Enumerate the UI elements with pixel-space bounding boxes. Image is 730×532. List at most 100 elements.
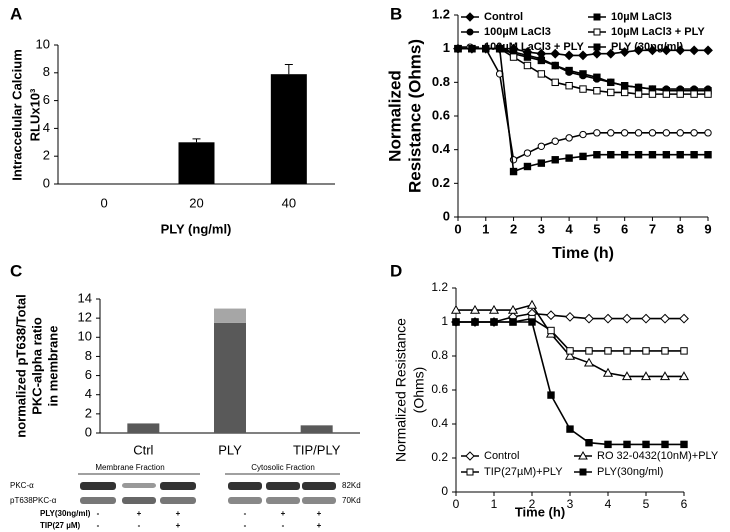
- y-tick-label: 12: [78, 310, 92, 325]
- marker: [468, 44, 476, 53]
- marker: [621, 371, 633, 381]
- marker: [547, 326, 555, 335]
- y-tick-label: 8: [43, 64, 50, 79]
- marker: [604, 347, 612, 355]
- series-line: [456, 317, 684, 352]
- bar: [178, 142, 215, 184]
- y-tick-label: 2: [43, 148, 50, 163]
- y-tick-label: 0.2: [432, 175, 450, 190]
- y-axis-label: Intraccelular Calcium: [9, 49, 24, 181]
- blot-label: PLY(30ng/ml): [40, 509, 91, 518]
- blot-sign: -: [138, 521, 141, 530]
- marker: [564, 50, 575, 61]
- x-tick-label: 0: [454, 221, 461, 236]
- panel-label: B: [390, 4, 402, 23]
- blot-sign: -: [244, 521, 247, 530]
- marker: [523, 149, 532, 157]
- marker: [450, 304, 462, 314]
- marker: [648, 129, 657, 137]
- bar-segment: [300, 425, 333, 433]
- blot-label: Membrane Fraction: [95, 463, 164, 472]
- x-tick-label: PLY: [218, 442, 242, 457]
- x-tick-label: 2: [510, 221, 517, 236]
- blot-sign: +: [176, 521, 181, 530]
- band: [160, 482, 196, 490]
- band: [266, 497, 300, 504]
- marker: [607, 129, 615, 137]
- y-tick-label: 10: [78, 329, 92, 344]
- marker: [659, 371, 671, 381]
- bar-segment: [214, 308, 246, 323]
- marker: [482, 44, 490, 53]
- marker: [507, 304, 519, 314]
- panel-label: A: [10, 4, 22, 23]
- marker: [551, 137, 559, 145]
- marker: [607, 78, 615, 87]
- marker: [523, 51, 532, 60]
- legend-label: RO 32-0432(10nM)+PLY: [597, 450, 719, 462]
- marker: [676, 129, 684, 137]
- blot-label: PKC-α: [10, 481, 34, 490]
- marker: [661, 347, 669, 355]
- band: [302, 482, 336, 490]
- y-tick-label: 1: [443, 40, 450, 55]
- y-tick-label: 0: [443, 208, 450, 223]
- x-tick-label: 0: [453, 497, 460, 511]
- y-tick-label: 0.4: [431, 416, 448, 430]
- marker: [704, 90, 712, 98]
- legend-marker: [466, 468, 474, 476]
- panel-line: D 0 0.2 0.4 0.6 0.8 1 1.2 Normalized Resistance(…: [390, 261, 719, 519]
- marker: [603, 313, 613, 324]
- error-bar: [284, 63, 293, 75]
- x-tick-label: 40: [282, 195, 296, 210]
- x-tick-label: 9: [704, 221, 711, 236]
- x-tick-label: 1: [491, 497, 498, 511]
- marker: [662, 90, 671, 98]
- marker: [633, 45, 644, 56]
- marker: [452, 318, 460, 326]
- y-tick-label: 8: [85, 348, 92, 363]
- marker: [634, 83, 643, 92]
- blot-sign: -: [97, 509, 100, 518]
- y-tick-label: 0.4: [432, 141, 451, 156]
- legend-marker: [578, 450, 588, 460]
- marker: [578, 50, 588, 61]
- legend-marker: [466, 28, 474, 36]
- marker: [620, 129, 629, 137]
- marker: [565, 311, 575, 322]
- blot-sign: +: [176, 509, 181, 518]
- legend-label: 10µM LaCl3 + PLY: [611, 26, 705, 38]
- marker: [509, 318, 517, 326]
- marker: [537, 142, 546, 151]
- marker: [647, 45, 658, 56]
- y-tick-label: 0.6: [432, 107, 450, 122]
- marker: [662, 151, 671, 159]
- marker: [585, 347, 593, 355]
- marker: [690, 90, 698, 98]
- marker: [704, 129, 712, 137]
- marker: [551, 78, 559, 87]
- marker: [619, 47, 630, 57]
- marker: [679, 313, 689, 324]
- marker: [551, 156, 559, 164]
- marker: [680, 440, 688, 449]
- marker: [566, 347, 574, 355]
- y-tick-label: 4: [43, 120, 50, 135]
- marker: [454, 44, 462, 53]
- x-tick-label: 6: [681, 497, 688, 511]
- marker: [583, 357, 595, 367]
- legend-label: PLY(30ng/ml): [597, 466, 663, 478]
- legend-marker: [593, 28, 601, 36]
- band: [122, 483, 156, 488]
- marker: [676, 90, 684, 98]
- x-axis-label: Time (h): [552, 245, 614, 262]
- x-tick-label: 7: [649, 221, 656, 236]
- legend-label: 10µM LaCl3: [611, 11, 672, 23]
- marker: [547, 391, 555, 399]
- y-axis-label: PKC-alpha ratio: [29, 317, 44, 415]
- y-tick-label: 6: [43, 92, 50, 107]
- legend-label: 100µM LaCl3: [484, 26, 551, 38]
- y-tick-label: 10: [36, 36, 50, 51]
- legend-label: PLY (30ng/ml): [611, 41, 683, 53]
- y-tick-label: 0.8: [432, 74, 450, 89]
